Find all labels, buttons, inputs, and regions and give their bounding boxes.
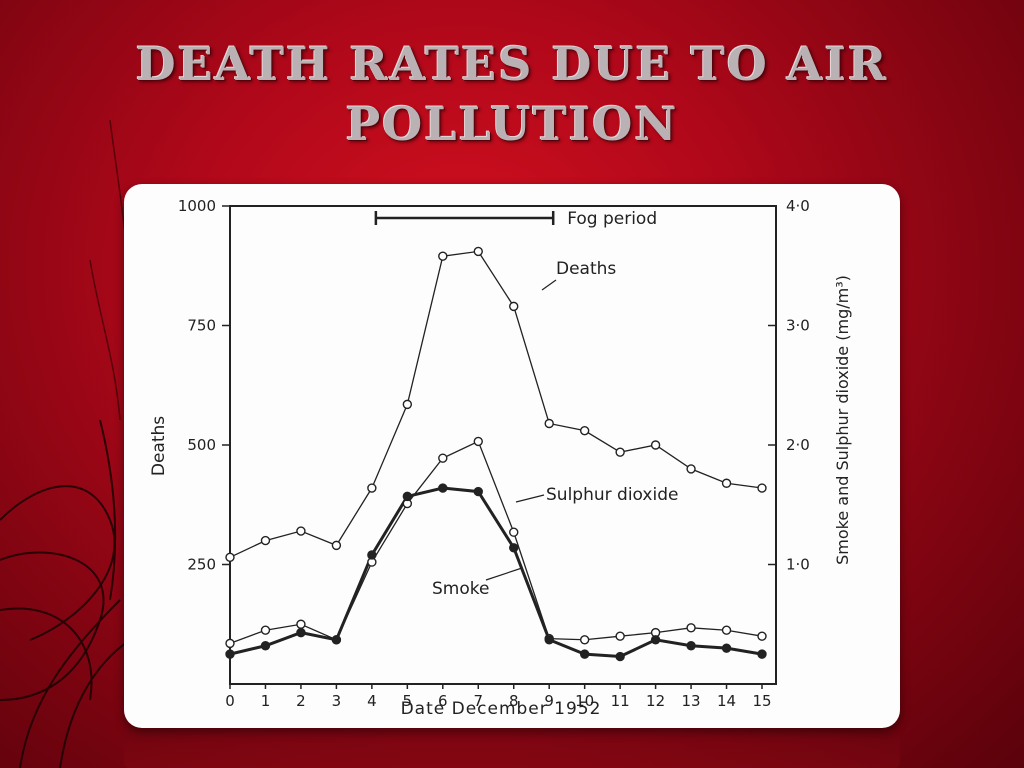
x-tick-label: 7 xyxy=(473,692,483,710)
deaths-point xyxy=(686,464,696,474)
smoke-point xyxy=(438,483,448,493)
sulphur-dioxide-point xyxy=(509,527,519,537)
y-right-tick-label: 4·0 xyxy=(786,197,810,215)
smoke-point xyxy=(650,635,661,645)
smoke-point xyxy=(225,649,235,659)
deaths-point xyxy=(579,425,590,436)
x-tick-label: 9 xyxy=(544,692,554,710)
x-tick-label: 6 xyxy=(438,692,448,710)
deaths-point xyxy=(544,418,554,429)
sulphur-dioxide-point xyxy=(686,623,696,633)
sulphur-label-arrow xyxy=(515,494,545,503)
chart-plot: 0 1 2 3 4 5 6 7 8 9 10 11 12 13 14 1525050075010001·02·… xyxy=(149,197,852,719)
x-tick-label: 11 xyxy=(611,692,630,710)
x-tick-label: 5 xyxy=(403,692,413,710)
deaths-point xyxy=(260,535,271,546)
x-axis-label: Date December 1952 xyxy=(401,699,602,719)
deaths-point xyxy=(331,540,342,551)
y-left-tick-label: 500 xyxy=(187,436,216,454)
sulphur-dioxide-point xyxy=(757,631,767,641)
x-tick-label: 3 xyxy=(332,692,342,710)
smoke-point xyxy=(615,651,625,662)
x-tick-label: 14 xyxy=(717,692,736,710)
sulphur-dioxide-point xyxy=(225,638,235,649)
sulphur-series-label: Sulphur dioxide xyxy=(546,485,678,505)
x-tick-label: 2 xyxy=(296,692,306,710)
y-left-tick-label: 250 xyxy=(187,556,216,574)
smoke-point xyxy=(331,635,342,645)
y-left-tick-label: 750 xyxy=(187,317,216,335)
deaths-point xyxy=(225,552,235,563)
sulphur-dioxide-point xyxy=(438,453,448,463)
smoke-point xyxy=(509,543,519,553)
y-axis-right-label: Smoke and Sulphur dioxide (mg/m³) xyxy=(833,275,852,565)
smoke-point xyxy=(686,641,696,651)
deaths-series-label: Deaths xyxy=(556,259,616,279)
x-tick-label: 8 xyxy=(509,692,519,710)
smoke-point xyxy=(757,649,767,659)
smoke-point xyxy=(296,627,306,638)
x-tick-label: 13 xyxy=(682,692,701,710)
x-tick-label: 0 xyxy=(225,692,235,710)
deaths-line xyxy=(229,250,763,558)
deaths-point xyxy=(473,246,483,257)
slide-title: DEATH RATES DUE TO AIR POLLUTION xyxy=(135,37,889,151)
y-right-tick-label: 2·0 xyxy=(786,436,810,454)
x-tick-label: 12 xyxy=(646,692,665,710)
x-tick-label: 1 xyxy=(261,692,271,710)
smoke-label-arrow xyxy=(485,567,523,581)
deaths-point xyxy=(509,301,519,312)
sulphur-dioxide-point xyxy=(296,619,306,629)
sulphur-dioxide-point xyxy=(721,625,732,635)
deaths-point xyxy=(615,447,625,457)
deaths-point xyxy=(721,478,732,488)
deaths-point xyxy=(650,440,661,450)
x-tick-label: 15 xyxy=(752,692,771,710)
plot-frame xyxy=(229,205,777,685)
y-right-tick-label: 1·0 xyxy=(786,556,810,574)
deaths-point xyxy=(438,251,448,261)
fog-period-annotation: Fog period xyxy=(374,209,657,229)
sulphur-dioxide-point xyxy=(615,631,625,641)
sulphur-dioxide-point xyxy=(579,635,590,645)
x-tick-label: 10 xyxy=(575,692,594,710)
card-reflection xyxy=(124,730,900,768)
sulphur-dioxide-point xyxy=(473,436,483,447)
smoke-point xyxy=(579,649,590,659)
deaths-point xyxy=(367,483,377,493)
chart-card: 0 1 2 3 4 5 6 7 8 9 10 11 12 13 14 15 250 500 750 1000 1·0 2·… xyxy=(124,184,900,728)
sulphur-dioxide-line xyxy=(229,440,763,644)
deaths-point xyxy=(757,483,767,493)
smoke-point xyxy=(260,641,271,651)
smoke-point xyxy=(367,550,377,560)
deaths-point xyxy=(402,399,413,410)
smoke-line xyxy=(229,486,763,659)
smoke-point xyxy=(402,491,413,502)
y-axis-left-label: Deaths xyxy=(149,416,169,476)
smoke-series-label: Smoke xyxy=(432,579,489,599)
fog-period-label: Fog period xyxy=(567,209,657,229)
deaths-point xyxy=(296,526,306,536)
sulphur-dioxide-point xyxy=(260,625,271,635)
y-left-tick-label: 1000 xyxy=(178,197,216,215)
smoke-point xyxy=(473,486,483,497)
smoke-point xyxy=(544,635,554,645)
smoke-point xyxy=(721,643,732,653)
x-tick-label: 4 xyxy=(367,692,377,710)
y-right-tick-label: 3·0 xyxy=(786,317,810,335)
deaths-label-arrow xyxy=(541,279,557,291)
